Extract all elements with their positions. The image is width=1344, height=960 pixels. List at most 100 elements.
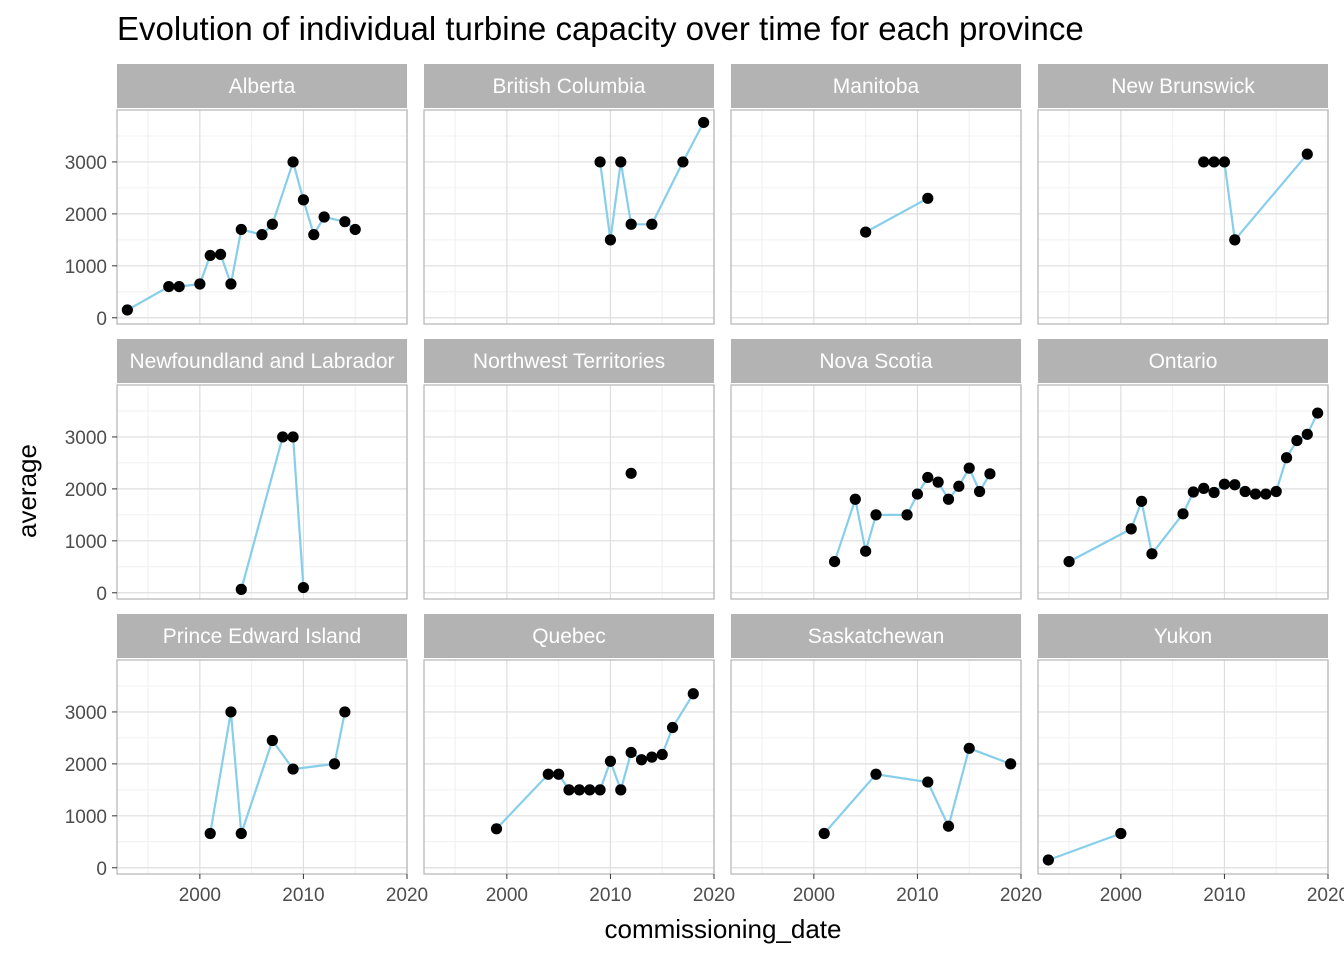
data-point — [1249, 488, 1262, 500]
facet-strip-label: Quebec — [532, 625, 606, 648]
data-point — [942, 493, 955, 505]
y-tick-label: 2000 — [65, 755, 107, 776]
data-point — [615, 156, 627, 168]
y-tick-label: 0 — [96, 584, 107, 605]
data-point — [1301, 428, 1313, 440]
data-point — [625, 218, 637, 230]
facet-panel: Quebec 2000 2010 2020 — [423, 614, 735, 906]
data-point — [163, 281, 175, 293]
y-axis-title: average — [12, 444, 42, 538]
series-line — [495, 693, 695, 830]
facet-panel: Saskatchewan 2000 2010 2020 — [730, 614, 1042, 906]
facet-strip-label: New Brunswick — [1111, 75, 1255, 98]
data-point — [173, 281, 185, 293]
x-tick-label: 2010 — [1203, 885, 1245, 906]
data-point — [625, 467, 637, 479]
data-point — [266, 218, 278, 230]
data-point — [1260, 488, 1272, 500]
panel-border — [1037, 659, 1329, 875]
data-point — [1208, 486, 1220, 499]
data-point — [1280, 452, 1293, 464]
facet-strip-label: Ontario — [1149, 350, 1218, 373]
facet-panel: Manitoba — [730, 64, 1022, 325]
panel-border — [423, 109, 715, 325]
data-point — [922, 471, 934, 484]
panel-border — [730, 659, 1022, 875]
y-tick-label: 0 — [96, 859, 107, 880]
panel-border — [730, 109, 1022, 325]
data-point — [235, 827, 247, 840]
data-point — [828, 556, 841, 568]
data-point — [584, 784, 596, 796]
facet-strip — [731, 64, 1021, 108]
facet-strip-label: Newfoundland and Labrador — [129, 350, 394, 373]
facet-panel: Alberta 0 1000 2000 3000 — [65, 64, 408, 330]
panel-border — [423, 659, 715, 875]
data-point — [818, 827, 830, 840]
data-point — [984, 468, 996, 480]
panel-border — [116, 384, 408, 600]
facet-panel: British Columbia — [423, 64, 715, 325]
data-point — [604, 755, 617, 767]
data-point — [225, 706, 237, 718]
data-point — [922, 192, 934, 204]
data-point — [594, 156, 606, 168]
data-point — [297, 194, 310, 206]
x-tick-label: 2000 — [179, 885, 221, 906]
data-point — [870, 509, 882, 521]
data-point — [266, 734, 278, 747]
data-point — [277, 431, 289, 443]
series-line — [126, 160, 356, 311]
y-tick-label: 1000 — [65, 257, 107, 278]
data-point — [942, 820, 955, 832]
data-point — [677, 156, 689, 168]
data-point — [490, 823, 503, 835]
facet-strip-label: Nova Scotia — [819, 350, 933, 373]
x-axis-title: commissioning_date — [604, 914, 841, 944]
data-point — [297, 581, 310, 594]
data-point — [204, 249, 216, 262]
data-point — [1229, 234, 1241, 246]
facet-strip-label: Yukon — [1154, 625, 1212, 648]
data-point — [287, 431, 299, 443]
data-point — [870, 768, 882, 780]
data-point — [1270, 485, 1282, 498]
chart-title: Evolution of individual turbine capacity… — [117, 10, 1084, 47]
panel-border — [1037, 109, 1329, 325]
data-point — [225, 278, 237, 290]
facet-panel: Ontario — [1037, 339, 1329, 600]
facet-strip — [1038, 614, 1328, 658]
data-point — [1042, 854, 1054, 866]
y-tick-label: 3000 — [65, 153, 107, 174]
data-point — [1218, 156, 1231, 168]
series-line — [1203, 153, 1309, 241]
facet-strip — [731, 614, 1021, 658]
x-tick-label: 2010 — [589, 885, 631, 906]
data-point — [1198, 482, 1210, 494]
data-point — [194, 278, 206, 290]
panel-border — [116, 659, 408, 875]
data-point — [594, 784, 606, 796]
data-point — [563, 784, 575, 796]
data-point — [911, 488, 924, 500]
data-point — [1146, 548, 1158, 560]
series-line — [865, 197, 929, 234]
x-tick-label: 2010 — [282, 885, 324, 906]
data-point — [318, 211, 330, 223]
data-point — [542, 768, 554, 780]
x-tick-label: 2000 — [1100, 885, 1142, 906]
data-point — [625, 746, 637, 759]
data-point — [121, 304, 133, 316]
facet-strip — [117, 64, 407, 108]
data-point — [646, 218, 658, 230]
data-point — [860, 545, 872, 557]
series-line — [1048, 832, 1122, 862]
y-tick-label: 2000 — [65, 480, 107, 501]
data-point — [1177, 508, 1189, 520]
facet-strip — [424, 614, 714, 658]
x-tick-label: 2000 — [793, 885, 835, 906]
data-point — [656, 748, 668, 761]
data-point — [615, 784, 627, 796]
y-tick-label: 3000 — [65, 703, 107, 724]
